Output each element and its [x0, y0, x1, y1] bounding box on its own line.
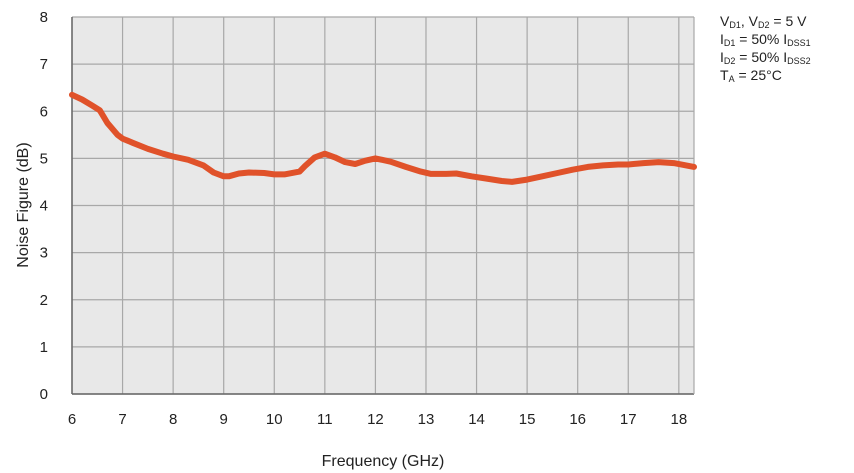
legend-line-id2: ID2 = 50% IDSS2: [720, 48, 811, 66]
x-tick-label: 11: [317, 411, 333, 428]
legend-text: = 50% I: [735, 31, 788, 47]
x-tick-labels: 6 7 8 9 10 11 12 13 14 15 16 17 18: [68, 411, 687, 428]
legend-line-supply-voltage: VD1, VD2 = 5 V: [720, 12, 811, 30]
x-tick-label: 15: [519, 411, 536, 428]
legend-text: T: [720, 67, 729, 83]
x-tick-label: 13: [418, 411, 435, 428]
y-tick-label: 5: [40, 150, 48, 167]
y-axis-title: Noise Figure (dB): [15, 142, 32, 267]
legend-text: = 25°C: [734, 67, 782, 83]
legend-subscript: A: [728, 74, 735, 84]
y-tick-label: 0: [40, 386, 48, 403]
legend-text: , V: [740, 13, 758, 29]
y-tick-label: 6: [40, 103, 48, 120]
legend-line-temperature: TA = 25°C: [720, 66, 811, 84]
x-axis-title: Frequency (GHz): [322, 453, 445, 470]
x-tick-label: 18: [670, 411, 687, 428]
legend-subscript: DSS1: [787, 38, 811, 48]
y-tick-label: 2: [40, 292, 48, 309]
x-tick-label: 8: [169, 411, 177, 428]
x-tick-label: 16: [569, 411, 586, 428]
legend-subscript: D1: [723, 38, 736, 48]
legend-text: I: [720, 31, 724, 47]
legend-subscript: D2: [723, 56, 736, 66]
grid-lines: [71, 16, 695, 395]
x-tick-label: 9: [220, 411, 228, 428]
y-tick-labels: 0 1 2 3 4 5 6 7 8: [40, 9, 48, 403]
legend-subscript: D1: [729, 20, 741, 30]
legend-text: I: [720, 49, 724, 65]
y-tick-label: 8: [40, 9, 48, 26]
x-tick-label: 14: [468, 411, 485, 428]
x-tick-label: 6: [68, 411, 76, 428]
legend-line-id1: ID1 = 50% IDSS1: [720, 30, 811, 48]
legend-text: = 50% I: [735, 49, 788, 65]
legend-subscript: D2: [757, 20, 770, 30]
x-tick-label: 7: [118, 411, 126, 428]
y-tick-label: 7: [40, 56, 48, 73]
y-tick-label: 3: [40, 245, 48, 262]
noise-figure-series-line: [69, 91, 697, 185]
conditions-legend: VD1, VD2 = 5 V ID1 = 50% IDSS1 ID2 = 50%…: [720, 12, 811, 84]
legend-text: = 5 V: [769, 13, 807, 29]
y-tick-label: 1: [40, 339, 48, 356]
y-tick-label: 4: [40, 198, 48, 215]
x-tick-label: 12: [367, 411, 384, 428]
x-tick-label: 17: [620, 411, 637, 428]
x-tick-label: 10: [266, 411, 283, 428]
legend-text: V: [720, 13, 730, 29]
legend-subscript: DSS2: [787, 56, 811, 66]
